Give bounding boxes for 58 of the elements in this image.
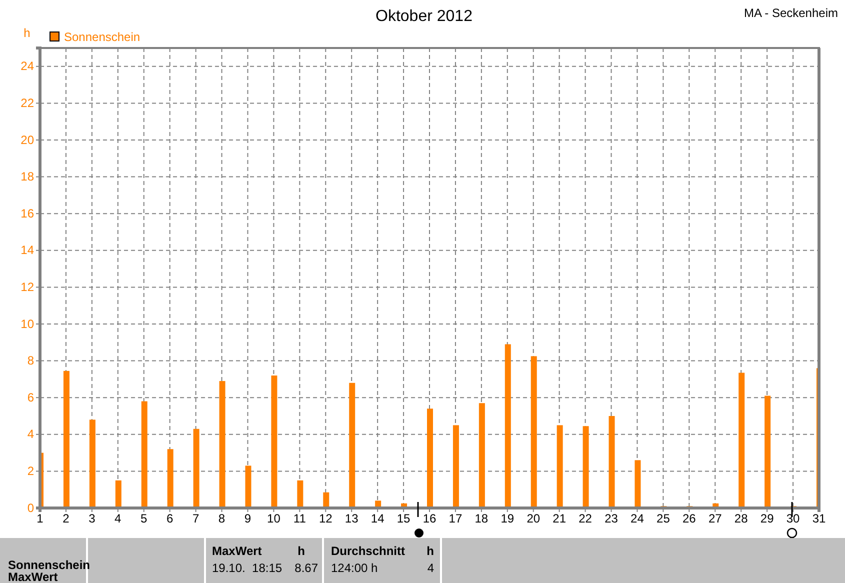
- chart-title: Oktober 2012: [376, 8, 473, 25]
- y-tick-label: 16: [20, 206, 34, 220]
- x-tick-label: 12: [318, 512, 333, 526]
- x-tick-label: 4: [114, 512, 122, 526]
- chart-subtitle: MA - Seckenheim: [744, 6, 838, 20]
- x-tick-label: 8: [218, 512, 226, 526]
- x-tick-label: 27: [708, 512, 722, 526]
- x-tick-label: 2: [62, 512, 70, 526]
- x-tick-label: 3: [88, 512, 96, 526]
- legend-label: Sonnenschein: [64, 30, 140, 44]
- x-tick-label: 18: [474, 512, 488, 526]
- y-tick-label: 0: [27, 500, 34, 515]
- y-tick-label: 20: [20, 132, 34, 147]
- x-tick-label: 24: [630, 512, 644, 526]
- text: 19.10. 18:15: [212, 561, 282, 575]
- x-tick-label: 26: [682, 512, 696, 526]
- x-tick-label: 17: [448, 512, 462, 526]
- x-tick-label: 1: [36, 512, 44, 526]
- y-tick-label: 12: [20, 280, 34, 294]
- text: MaxWert: [212, 544, 262, 558]
- text: Durchschnitt: [331, 544, 406, 558]
- text: 8.67: [294, 561, 318, 575]
- y-tick-label: 8: [27, 354, 34, 368]
- x-tick-label: 6: [166, 512, 174, 526]
- x-tick-label: 19: [500, 512, 514, 526]
- x-tick-label: 22: [578, 512, 592, 526]
- x-tick-label: 5: [140, 512, 148, 526]
- y-axis-title: h: [24, 26, 30, 40]
- y-tick-label: 2: [27, 464, 34, 478]
- x-tick-label: 7: [192, 512, 200, 526]
- text: Sonnenschein: [8, 558, 90, 572]
- y-tick-label: 14: [20, 243, 34, 258]
- x-tick-label: 28: [734, 512, 748, 526]
- y-tick-label: 22: [20, 96, 34, 110]
- x-tick-label: 9: [244, 512, 252, 526]
- x-tick-label: 31: [812, 512, 826, 526]
- x-tick-label: 13: [344, 512, 359, 526]
- x-tick-label: 16: [422, 512, 436, 526]
- x-tick-label: 10: [267, 512, 281, 526]
- x-tick-label: 15: [396, 512, 411, 526]
- x-tick-label: 30: [786, 512, 800, 526]
- x-tick-label: 21: [552, 512, 566, 526]
- y-tick-label: 6: [27, 390, 34, 404]
- x-tick-label: 29: [760, 512, 774, 526]
- x-tick-label: 23: [604, 512, 618, 526]
- text: 124:00 h: [331, 561, 378, 575]
- x-tick-label: 11: [293, 512, 306, 526]
- text: 4: [427, 561, 434, 575]
- text: MaxWert: [8, 570, 58, 583]
- y-tick-label: 24: [20, 59, 34, 74]
- x-tick-label: 20: [526, 512, 540, 526]
- y-tick-label: 4: [27, 427, 34, 442]
- y-tick-label: 18: [20, 170, 34, 184]
- x-tick-label: 25: [656, 512, 670, 526]
- x-tick-label: 14: [370, 512, 385, 526]
- text: h: [298, 544, 305, 558]
- text: h: [426, 544, 434, 558]
- y-tick-label: 10: [20, 316, 34, 331]
